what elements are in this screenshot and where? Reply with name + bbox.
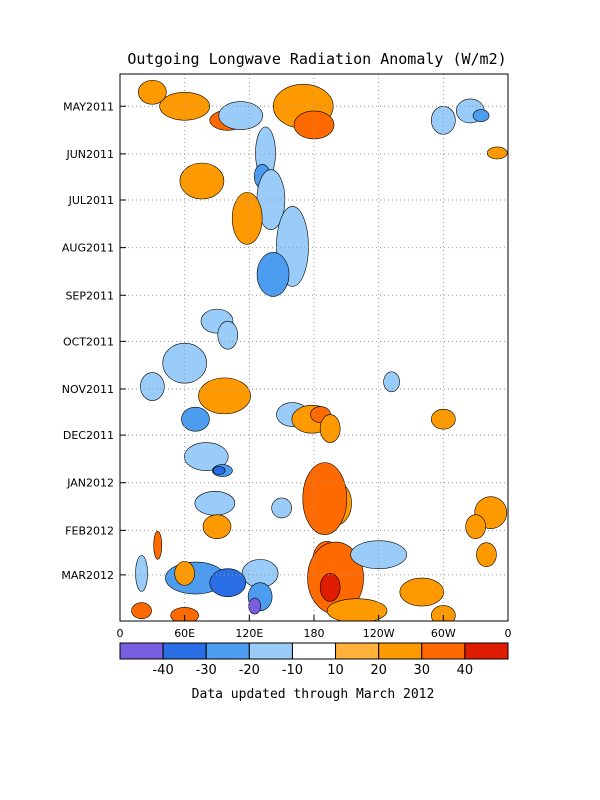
colorbar-swatch bbox=[162, 642, 207, 660]
x-tick-label: 60W bbox=[431, 627, 456, 640]
anomaly-contour-blob bbox=[179, 162, 225, 200]
anomaly-contour-blob bbox=[465, 514, 486, 539]
x-axis: 0 60E 120E 180 120W 60W 0 bbox=[117, 615, 512, 640]
data-updated-note: Data updated through March 2012 bbox=[192, 687, 435, 702]
y-tick-label: OCT2011 bbox=[63, 335, 114, 348]
y-tick-label: FEB2012 bbox=[65, 524, 114, 537]
chart-title: Outgoing Longwave Radiation Anomaly (W/m… bbox=[127, 50, 506, 68]
anomaly-contour-blob bbox=[138, 79, 167, 105]
anomaly-contour-blob bbox=[218, 101, 264, 130]
y-tick-label: AUG2011 bbox=[62, 242, 114, 255]
anomaly-contour-blob bbox=[486, 146, 508, 160]
anomaly-contour-blob bbox=[209, 568, 247, 598]
anomaly-contour-blob bbox=[472, 109, 490, 122]
y-tick-label: SEP2011 bbox=[65, 289, 114, 302]
colorbar-level-label: -10 bbox=[282, 663, 303, 678]
anomaly-contour-blob bbox=[431, 605, 456, 621]
y-tick-label: NOV2011 bbox=[62, 383, 114, 396]
y-tick-label: JUL2011 bbox=[68, 194, 114, 207]
anomaly-contour-blob bbox=[319, 573, 341, 602]
anomaly-contour-blob bbox=[256, 252, 290, 297]
colorbar-level-label: 10 bbox=[327, 663, 344, 678]
anomaly-contour-blob bbox=[217, 320, 239, 350]
anomaly-contour-blob bbox=[431, 408, 456, 430]
colorbar-level-label: 40 bbox=[457, 663, 474, 678]
y-axis: MAY2011 JUN2011 JUL2011 AUG2011 SEP2011 OCT20… bbox=[61, 100, 126, 582]
contour-field bbox=[131, 79, 508, 621]
anomaly-contour-blob bbox=[135, 555, 148, 592]
colorbar-level-label: 20 bbox=[370, 663, 387, 678]
anomaly-contour-blob bbox=[202, 514, 232, 539]
anomaly-contour-blob bbox=[383, 371, 400, 393]
y-tick-label: MAR2012 bbox=[61, 569, 114, 582]
anomaly-contour-blob bbox=[271, 497, 292, 519]
colorbar-swatch bbox=[119, 642, 164, 660]
anomaly-contour-blob bbox=[181, 406, 210, 432]
anomaly-contour-blob bbox=[231, 192, 263, 245]
anomaly-contour-blob bbox=[248, 597, 262, 615]
anomaly-contour-blob bbox=[326, 598, 388, 621]
colorbar-swatch bbox=[248, 642, 293, 660]
y-tick-label: DEC2011 bbox=[63, 429, 114, 442]
x-tick-label: 0 bbox=[505, 627, 512, 640]
colorbar-level-label: -40 bbox=[152, 663, 173, 678]
colorbar-swatch bbox=[464, 642, 509, 660]
anomaly-contour-blob bbox=[153, 531, 163, 560]
x-tick-label: 0 bbox=[117, 627, 124, 640]
colorbar: -40 -30 -20 -10 10 20 30 40 bbox=[119, 642, 509, 678]
colorbar-swatch bbox=[421, 642, 466, 660]
y-tick-label: JAN2012 bbox=[66, 477, 114, 490]
anomaly-contour-blob bbox=[212, 466, 226, 475]
anomaly-contour-blob bbox=[194, 491, 236, 516]
colorbar-swatch bbox=[335, 642, 380, 660]
colorbar-swatch bbox=[378, 642, 423, 660]
colorbar-level-label: -30 bbox=[196, 663, 217, 678]
anomaly-contour-blob bbox=[399, 577, 445, 607]
grid-lines bbox=[120, 74, 508, 621]
anomaly-contour-blob bbox=[183, 442, 229, 471]
anomaly-contour-blob bbox=[319, 414, 341, 443]
x-tick-label: 60E bbox=[174, 627, 195, 640]
anomaly-contour-blob bbox=[198, 377, 251, 415]
y-tick-label: MAY2011 bbox=[63, 100, 114, 113]
colorbar-level-label: 30 bbox=[414, 663, 431, 678]
x-tick-label: 180 bbox=[304, 627, 325, 640]
colorbar-swatch bbox=[291, 642, 337, 660]
anomaly-contour-blob bbox=[302, 462, 348, 535]
anomaly-contour-blob bbox=[174, 561, 195, 586]
anomaly-contour-blob bbox=[131, 602, 152, 620]
y-tick-label: JUN2011 bbox=[65, 148, 114, 161]
x-tick-label: 120W bbox=[363, 627, 395, 640]
anomaly-contour-blob bbox=[162, 342, 207, 384]
anomaly-contour-blob bbox=[140, 372, 165, 401]
colorbar-swatch bbox=[205, 642, 250, 660]
colorbar-level-label: -20 bbox=[239, 663, 260, 678]
x-tick-label: 120E bbox=[235, 627, 263, 640]
anomaly-contour-blob bbox=[476, 542, 497, 567]
